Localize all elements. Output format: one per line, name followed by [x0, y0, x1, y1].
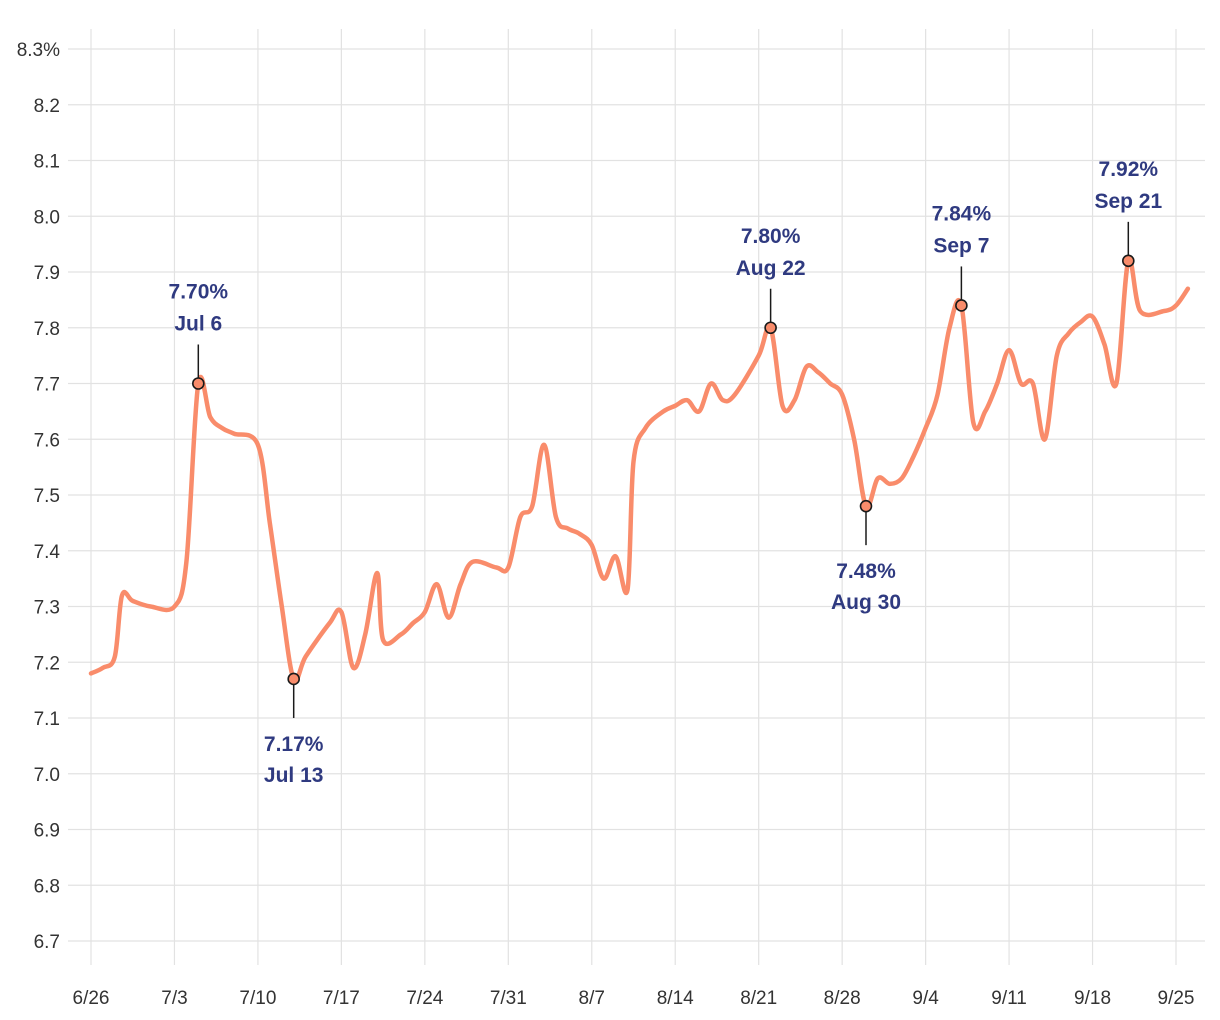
y-tick-label: 7.9 — [34, 263, 60, 284]
y-tick-label: 7.5 — [34, 486, 60, 507]
x-axis: 6/26 7/3 7/10 7/17 7/24 7/31 8/7 8/14 8/21 8/28 9/… — [73, 988, 1195, 1009]
annotation-value-label: 7.17% — [264, 733, 324, 756]
x-tick-label: 8/14 — [657, 988, 694, 1009]
annotation-value-label: 7.48% — [836, 560, 896, 583]
annotation-value-label: 7.84% — [932, 202, 992, 225]
series-layer — [88, 256, 1191, 684]
x-tick-label: 8/28 — [824, 988, 861, 1009]
x-tick-label: 7/10 — [239, 988, 276, 1009]
y-tick-label: 7.8 — [34, 319, 60, 340]
annotation-value-label: 7.92% — [1099, 158, 1159, 181]
gridlines — [68, 29, 1205, 965]
y-tick-label: 6.7 — [34, 932, 60, 953]
annotation-date-label: Sep 21 — [1094, 190, 1162, 213]
y-tick-label: 7.0 — [34, 765, 60, 786]
x-tick-label: 9/25 — [1158, 988, 1195, 1009]
series-line-0 — [88, 256, 1191, 684]
y-tick-label: 8.2 — [34, 96, 60, 117]
annotation-marker-2 — [764, 321, 777, 335]
y-tick-label: 7.6 — [34, 430, 60, 451]
y-tick-label: 7.7 — [34, 375, 60, 396]
annotation-marker-1 — [287, 672, 300, 686]
annotation-value-label: 7.80% — [741, 225, 801, 248]
x-tick-label: 8/21 — [740, 988, 777, 1009]
y-tick-label: 7.3 — [34, 598, 60, 619]
y-tick-label: 7.4 — [34, 542, 61, 563]
annotation-value-label: 7.70% — [169, 281, 229, 304]
annotation-marker-5 — [1122, 254, 1135, 268]
annotation-date-label: Jul 6 — [174, 313, 222, 336]
x-tick-label: 9/11 — [991, 988, 1027, 1009]
x-tick-label: 9/18 — [1074, 988, 1111, 1009]
annotation-date-label: Jul 13 — [264, 764, 324, 787]
annotation-marker-0 — [192, 377, 205, 390]
x-tick-label: 7/17 — [323, 988, 360, 1009]
y-tick-label: 8.3% — [17, 40, 60, 61]
x-tick-label: 8/7 — [579, 988, 605, 1009]
x-tick-label: 7/24 — [406, 988, 443, 1009]
y-tick-label: 7.1 — [34, 709, 60, 730]
annotation-date-label: Sep 7 — [933, 234, 989, 257]
annotation-date-label: Aug 30 — [831, 591, 901, 614]
y-tick-label: 6.8 — [34, 876, 60, 897]
x-tick-label: 6/26 — [73, 988, 110, 1009]
y-tick-label: 6.9 — [34, 821, 60, 842]
annotation-marker-3 — [859, 499, 873, 513]
annotation-layer: 7.70% Jul 6 7.17% Jul 13 7.80% Aug 22 7.48% Aug… — [169, 158, 1163, 787]
x-tick-label: 7/3 — [161, 988, 187, 1009]
annotation-date-label: Aug 22 — [736, 257, 806, 280]
y-tick-label: 7.2 — [34, 653, 60, 674]
y-axis: 8.3% 8.2 8.1 8.0 7.9 7.8 7.7 7.6 7.5 7.4 7.3 7.2 7.1… — [17, 40, 61, 953]
x-tick-label: 9/4 — [912, 988, 939, 1009]
x-tick-label: 7/31 — [490, 988, 527, 1009]
y-tick-label: 8.0 — [34, 207, 60, 228]
annotation-marker-4 — [955, 299, 968, 312]
y-tick-label: 8.1 — [34, 152, 60, 173]
